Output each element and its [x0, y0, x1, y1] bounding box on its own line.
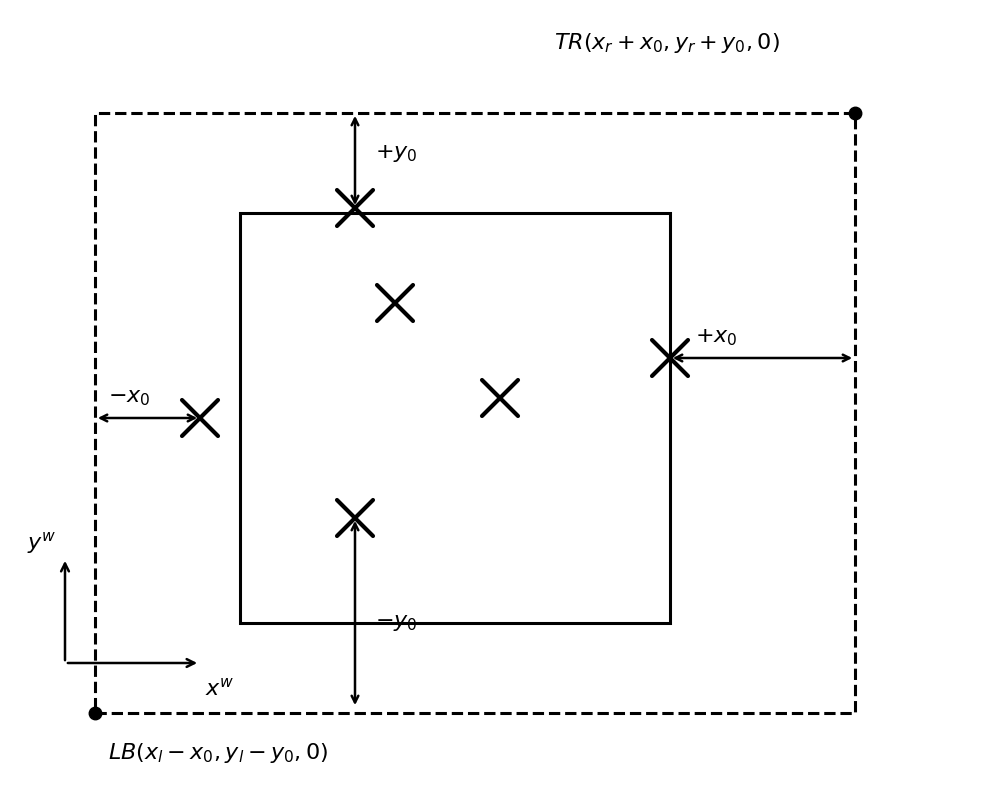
Text: $+y_0$: $+y_0$ — [375, 142, 418, 163]
Text: $TR(x_r+x_0, y_r+y_0, 0)$: $TR(x_r+x_0, y_r+y_0, 0)$ — [554, 31, 780, 55]
Text: $x^w$: $x^w$ — [205, 677, 235, 699]
Text: $LB(x_l-x_0, y_l-y_0, 0)$: $LB(x_l-x_0, y_l-y_0, 0)$ — [108, 741, 328, 765]
Bar — [240, 213, 670, 623]
Text: $y^w$: $y^w$ — [27, 530, 57, 556]
Bar — [95, 113, 855, 713]
Text: $+x_0$: $+x_0$ — [695, 328, 738, 348]
Text: $-y_0$: $-y_0$ — [375, 613, 418, 633]
Text: $-x_0$: $-x_0$ — [108, 388, 151, 408]
